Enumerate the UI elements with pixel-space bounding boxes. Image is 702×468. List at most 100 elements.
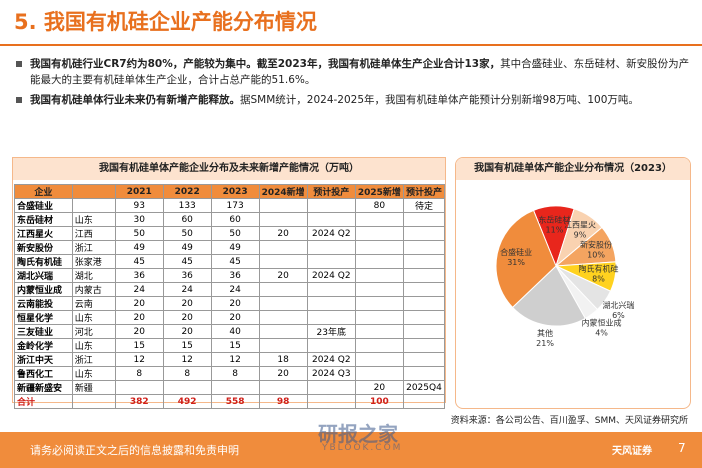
table-cell: 36 [114,268,164,283]
table-cell: 2025Q4 [402,380,446,395]
table-cell: 23年底 [306,324,356,339]
table-cell: 80 [354,198,404,213]
table-cell: 2023 [210,184,260,199]
table-cell [354,296,404,311]
table-cell: 24 [114,282,164,297]
table-cell: 20 [114,296,164,311]
table-cell: 8 [162,366,212,381]
table-cell: 558 [210,394,260,409]
table-cell: 浙江 [71,352,116,367]
table-cell [258,380,308,395]
table-row: 金岭化学 山东 15 15 15 [14,338,446,353]
table-cell: 预计投产 [306,184,356,199]
page-number: 7 [678,441,686,455]
logo: 天风证券 [612,446,652,457]
table-cell [258,296,308,311]
table-cell: 2024 Q2 [306,268,356,283]
table-row: 企业 2021 2022 2023 2024新增 预计投产 2025新增 预计投产 [14,184,446,199]
table-cell [354,366,404,381]
table-cell: 8 [114,366,164,381]
watermark-site: YBLOOK.COM [322,443,403,453]
slice-value: 4% [595,328,608,337]
table-cell: 36 [210,268,260,283]
table-panel: 我国有机硅单体产能企业分布及未来新增产能情况（万吨） 企业 2021 2022 202… [12,157,446,409]
table-row: 三友硅业 河北 20 20 40 23年底 [14,324,446,339]
table-cell [402,352,446,367]
table-cell: 50 [210,226,260,241]
table-cell: 8 [210,366,260,381]
table-cell [354,324,404,339]
table-cell: 2025新增 [354,184,404,199]
table-cell: 24 [210,282,260,297]
pie-slice [495,209,557,309]
table-cell [354,338,404,353]
table-cell: 100 [354,394,404,409]
table-cell [258,310,308,325]
table-cell: 2024 Q3 [306,366,356,381]
table-cell [258,324,308,339]
table-cell [306,282,356,297]
table-row: 浙江中天 浙江 12 12 12 18 2024 Q2 [14,352,446,367]
table-cell [306,380,356,395]
table-cell: 18 [258,352,308,367]
table-cell [258,198,308,213]
table-row: 恒星化学 山东 20 20 20 [14,310,446,325]
table-cell: 60 [210,212,260,227]
slice-label: 内蒙恒业成 [582,317,622,327]
table-cell: 20 [258,366,308,381]
table-cell: 内蒙恒业成 [14,282,73,297]
slice-label: 东岳硅材 [538,215,570,225]
table-cell: 24 [162,282,212,297]
table-row: 东岳硅材 山东 30 60 60 [14,212,446,227]
table-cell [306,212,356,227]
table-row: 陶氏有机硅 张家港 45 45 45 [14,254,446,269]
table-cell [71,394,116,409]
bullet-text: 其中合盛硅业、东岳硅材、新安股份为产能最大的主要有机硅单体生产企业，合计占总产能… [30,58,690,86]
table-cell: 20 [162,296,212,311]
bullet-bold: 我国有机硅行业CR7约为80%，产能较为集中。截至2023年，我国有机硅单体生产… [30,58,501,70]
disclaimer[interactable]: 请务必阅读正文之后的信息披露和免责申明 [30,444,239,457]
slice-label: 其他 [537,328,553,338]
table-cell: 金岭化学 [14,338,73,353]
table-cell: 内蒙古 [71,282,116,297]
table-cell [354,282,404,297]
table-cell: 20 [210,296,260,311]
slice-value: 6% [612,311,625,320]
capacity-table: 企业 2021 2022 2023 2024新增 预计投产 2025新增 预计投产 合盛硅业 93… [14,184,446,409]
table-cell: 湖北兴瑞 [14,268,73,283]
table-cell: 36 [162,268,212,283]
bullet-text: 据SMM统计，2024-2025年，我国有机硅单体产能预计分别新增98万吨、10… [240,94,639,106]
table-cell: 云南能投 [14,296,73,311]
table-cell [402,254,446,269]
table-cell: 新疆 [71,380,116,395]
table-cell: 2021 [114,184,164,199]
bullet: 我国有机硅行业CR7约为80%，产能较为集中。截至2023年，我国有机硅单体生产… [16,56,690,88]
table-cell [354,240,404,255]
table-cell: 382 [114,394,164,409]
table-cell [306,296,356,311]
table-cell: 2022 [162,184,212,199]
table-cell: 133 [162,198,212,213]
table-row: 合计 382 492 558 98 100 [14,394,446,409]
slice-value: 31% [507,258,525,267]
table-cell [402,324,446,339]
table-cell: 12 [114,352,164,367]
table-cell [402,366,446,381]
bullet-bold: 我国有机硅单体行业未来仍有新增产能释放。 [30,94,240,106]
table-cell: 492 [162,394,212,409]
table-cell [258,282,308,297]
slice-label: 合盛硅业 [500,247,532,257]
table-cell: 93 [114,198,164,213]
table-cell [306,254,356,269]
table-row: 内蒙恒业成 内蒙古 24 24 24 [14,282,446,297]
table-cell: 待定 [402,198,446,213]
table-row: 鲁西化工 山东 8 8 8 20 2024 Q3 [14,366,446,381]
table-cell [258,254,308,269]
table-cell: 新安股份 [14,240,73,255]
table-cell: 15 [210,338,260,353]
table-cell: 20 [162,324,212,339]
table-cell [306,338,356,353]
table-cell: 山东 [71,310,116,325]
slice-value: 10% [587,250,605,259]
